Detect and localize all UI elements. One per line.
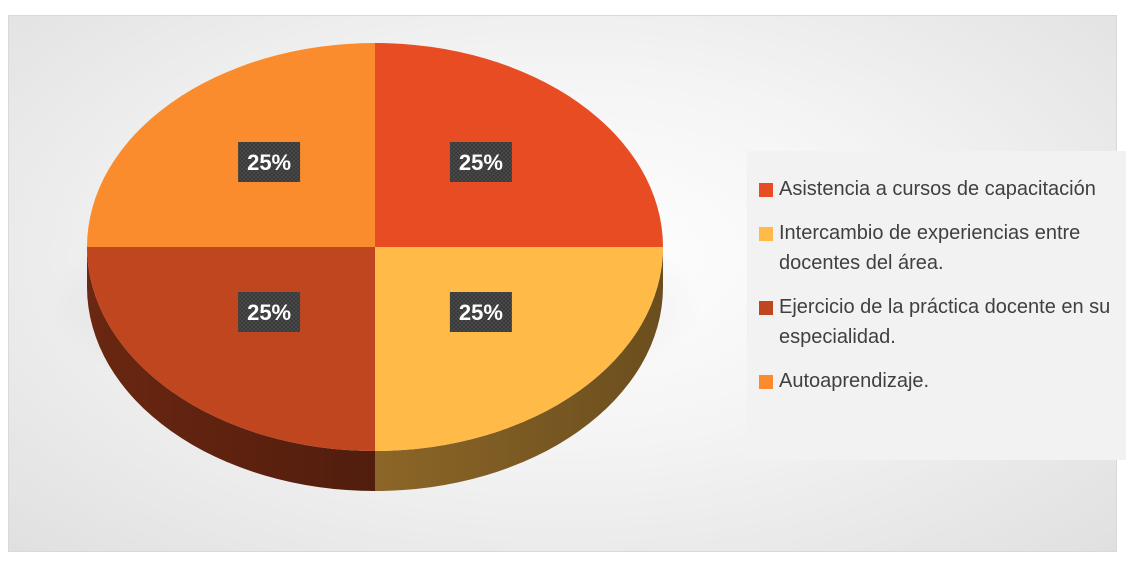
data-label-box-3 — [238, 141, 301, 182]
legend: Asistencia a cursos de capacitación Inter… — [747, 151, 1126, 460]
data-label-0: 25% — [459, 150, 503, 175]
pie-slice-2 — [87, 247, 375, 451]
legend-item: Ejercicio de la práctica docente en su e… — [747, 292, 1126, 352]
legend-swatch — [759, 375, 773, 389]
legend-label: Intercambio de experiencias entre docent… — [779, 222, 1081, 274]
legend-item: Autoaprendizaje. — [747, 366, 1126, 396]
chart-area: 25% 25% 25% 25% Asistencia a cursos de capa… — [8, 15, 1126, 552]
legend-swatch — [759, 301, 773, 315]
pie-slice-0 — [375, 43, 663, 247]
legend-item: Asistencia a cursos de capacitación — [747, 174, 1126, 204]
legend-label: Asistencia a cursos de capacitación — [779, 178, 1096, 200]
pie-slice-side-2 — [87, 247, 375, 491]
data-label-2: 25% — [247, 300, 291, 325]
legend-swatch — [759, 183, 773, 197]
data-label-3: 25% — [247, 150, 291, 175]
data-label-box-2 — [238, 292, 301, 333]
data-label-box-0 — [449, 141, 512, 182]
data-label-1: 25% — [459, 300, 503, 325]
pie-slice-side-1 — [375, 247, 663, 491]
pie-chart: 25% 25% 25% 25% — [47, 43, 703, 491]
pie-slice-1 — [375, 247, 663, 451]
legend-label: Ejercicio de la práctica docente en su e… — [779, 296, 1111, 348]
legend-label: Autoaprendizaje. — [779, 370, 930, 392]
pie-slice-3 — [87, 43, 375, 247]
data-label-box-1 — [449, 292, 512, 333]
legend-swatch — [759, 227, 773, 241]
legend-item: Intercambio de experiencias entre docent… — [747, 218, 1126, 278]
